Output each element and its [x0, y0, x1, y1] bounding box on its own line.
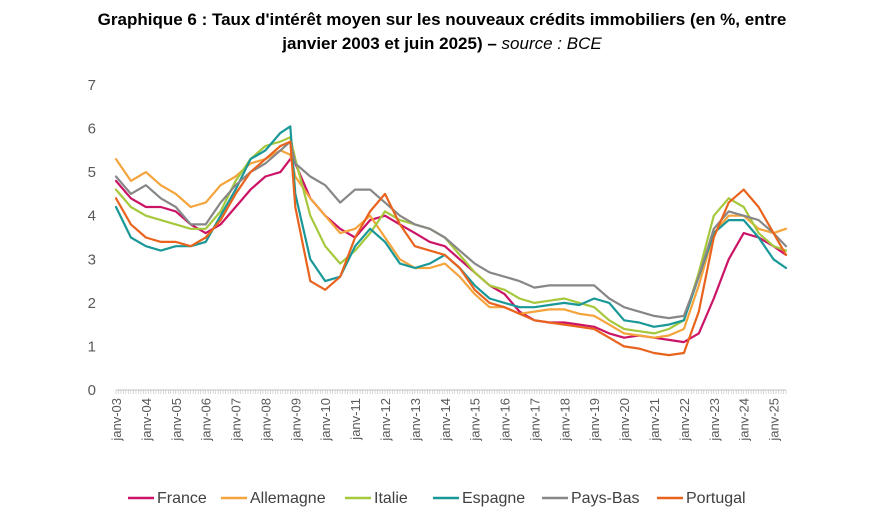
x-tick-label: janv-09 [288, 398, 303, 442]
legend-label-portugal: Portugal [686, 490, 746, 507]
series-line-france [114, 158, 788, 344]
x-tick-label: janv-12 [378, 398, 393, 442]
x-tick-label: janv-16 [498, 398, 513, 442]
x-tick-label: janv-15 [468, 398, 483, 442]
y-tick-label: 4 [88, 208, 96, 225]
y-tick-label: 6 [88, 121, 96, 138]
x-tick-label: janv-22 [677, 398, 692, 442]
chart-title-line2: janvier 2003 et juin 2025) – source : BC… [0, 32, 884, 56]
x-tick-label: janv-14 [438, 398, 453, 442]
chart-title-line2-main: janvier 2003 et juin 2025) – [282, 34, 502, 53]
x-tick-label: janv-23 [707, 398, 722, 442]
legend-label-espagne: Espagne [462, 490, 525, 507]
chart-title-line1: Graphique 6 : Taux d'intérêt moyen sur l… [97, 10, 787, 29]
y-tick-label: 0 [88, 382, 96, 399]
chart-series [114, 125, 788, 357]
legend-label-pays-bas: Pays-Bas [571, 490, 639, 507]
x-tick-label: janv-11 [348, 398, 363, 441]
x-tick-label: janv-17 [527, 398, 542, 442]
chart-legend: France Allemagne Italie Espagne Pays-Bas Port… [128, 490, 746, 507]
series-line-allemagne [114, 149, 788, 339]
x-tick-label: janv-18 [557, 398, 572, 442]
series-line-pays-bas [114, 140, 788, 320]
x-tick-label: janv-25 [767, 398, 782, 442]
x-tick-label: janv-08 [258, 398, 273, 442]
y-tick-label: 7 [88, 77, 96, 94]
x-tick-label: janv-10 [318, 398, 333, 442]
chart-title: Graphique 6 : Taux d'intérêt moyen sur l… [0, 8, 884, 56]
x-tick-label: janv-03 [109, 398, 124, 442]
legend-label-france: France [157, 490, 207, 507]
x-tick-label: janv-13 [408, 398, 423, 442]
x-tick-label: janv-04 [139, 398, 154, 442]
y-tick-label: 2 [88, 295, 96, 312]
y-tick-label: 5 [88, 164, 96, 181]
legend-label-allemagne: Allemagne [250, 490, 326, 507]
x-tick-label: janv-20 [617, 398, 632, 442]
x-tick-label: janv-21 [647, 398, 662, 442]
x-tick-label: janv-06 [199, 398, 214, 442]
series-line-portugal [114, 140, 788, 357]
series-line-italie [114, 136, 788, 335]
x-tick-label: janv-19 [587, 398, 602, 442]
x-tick-label: janv-07 [229, 398, 244, 442]
chart-title-source: source : BCE [501, 34, 602, 53]
x-tick-label: janv-05 [169, 398, 184, 442]
legend-label-italie: Italie [374, 490, 408, 507]
chart-axes: 0 1 2 3 4 5 6 7 janv-03 janv-04 janv-05 janv-06 janv… [88, 77, 787, 442]
y-tick-label: 1 [88, 338, 96, 355]
y-tick-label: 3 [88, 251, 96, 268]
x-tick-label: janv-24 [737, 398, 752, 442]
